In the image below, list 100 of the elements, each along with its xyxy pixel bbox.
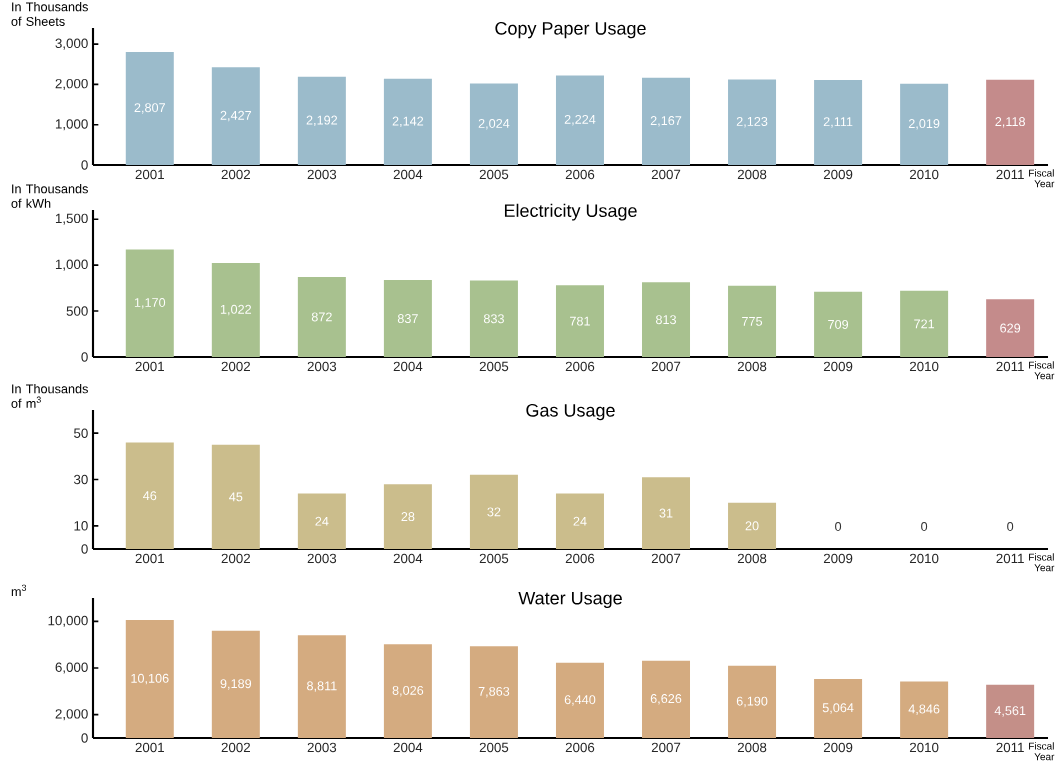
x-tick-label: 2010 [909,553,939,564]
data-label: 2,142 [392,116,424,128]
x-tick-label: 2001 [135,361,164,372]
bar [383,78,432,165]
x-tick-label: 2001 [135,553,164,564]
data-label: 2,167 [650,116,682,127]
bar [986,684,1035,738]
x-tick-label: 2010 [909,169,939,180]
data-label: 9,189 [220,679,252,690]
x-tick-label: 2003 [307,553,337,564]
y-axis-title: m$^{3}$ [11,584,27,596]
bar [469,474,518,549]
x-tick-label: 2006 [565,553,595,564]
x-tick-label: 2001 [135,742,164,753]
bar [642,77,691,165]
y-tick-label: 6,000 [55,662,88,674]
data-label: 2,427 [220,110,252,122]
x-tick-label: 2002 [221,361,250,372]
bar [900,83,949,165]
bar [469,646,518,738]
bar [555,75,604,165]
data-label: 4,561 [994,706,1026,717]
x-tick-label: 2005 [479,742,509,753]
data-label: 1,022 [220,304,252,316]
chart-title: Electricity Usage [504,203,637,221]
x-tick-label: 2002 [221,169,250,180]
x-tick-label: 2010 [909,742,939,753]
y-tick-label: 10,000 [48,615,88,627]
chart-title: Water Usage [518,591,622,609]
x-tick-label: 2007 [651,553,681,564]
y-tick-label: 50 [74,428,88,438]
y-tick-label: 0 [81,352,88,362]
bar [125,249,174,357]
bar [469,83,518,165]
x-tick-label: 2008 [737,169,767,180]
y-tick-label: 500 [66,306,88,316]
data-label: 0 [1007,521,1014,531]
data-label: 2,024 [478,118,510,130]
bar [297,276,346,357]
x-axis-title: Fiscal Year [1029,361,1055,380]
data-label: 28 [401,512,415,522]
bar [383,280,432,357]
y-tick-label: 2,000 [55,78,88,90]
data-label: 6,440 [564,695,596,706]
y-tick-label: 1,000 [55,259,88,271]
bar [555,285,604,357]
bar [814,79,863,165]
y-axis-title: In Thousands of kWh [11,183,88,208]
x-tick-label: 2008 [737,553,767,564]
y-tick-label: 1,500 [55,213,88,225]
data-label: 6,626 [650,694,682,705]
x-tick-label: 2009 [823,553,853,564]
x-tick-label: 2004 [393,742,423,753]
data-label: 24 [315,516,329,526]
bar [728,285,777,357]
x-axis-title: Fiscal Year [1029,553,1055,572]
data-label: 31 [659,508,673,518]
data-label: 46 [143,491,157,501]
x-tick-label: 2009 [823,169,853,180]
data-label: 2,192 [306,115,338,127]
data-label: 629 [1000,323,1021,333]
bar [211,630,260,738]
bar [125,442,174,549]
x-tick-label: 2006 [565,169,595,180]
data-label: 24 [573,516,587,526]
x-tick-label: 2011 [996,169,1024,180]
x-axis-title: Fiscal Year [1029,742,1055,761]
bar [297,76,346,165]
x-tick-label: 2004 [393,553,423,564]
bar [211,67,260,165]
y-tick-label: 3,000 [55,38,88,50]
x-tick-label: 2006 [565,361,595,372]
bar [900,681,949,738]
x-tick-label: 2005 [479,169,509,180]
x-tick-label: 2001 [135,169,164,180]
data-label: 0 [921,521,928,531]
y-tick-label: 0 [81,160,88,170]
x-tick-label: 2009 [823,742,853,753]
x-tick-label: 2008 [737,361,767,372]
data-label: 2,224 [564,114,596,126]
bar [642,660,691,738]
bar [728,665,777,738]
bar [297,635,346,738]
data-label: 781 [570,316,590,326]
bar [642,477,691,549]
data-label: 8,811 [307,681,337,692]
data-label: 20 [745,521,759,531]
y-axis-title: In Thousands of m$^{3}$ [11,383,88,408]
data-label: 1,170 [134,298,166,309]
data-label: 2,111 [823,117,853,128]
bar [469,280,518,357]
data-label: 2,807 [134,103,166,114]
x-tick-label: 2006 [565,742,595,753]
x-tick-label: 2009 [823,361,853,372]
y-tick-label: 10 [74,521,88,531]
data-label: 32 [487,507,501,517]
y-tick-label: 30 [73,474,88,485]
bar [986,79,1035,165]
data-label: 721 [914,319,935,329]
data-label: 2,123 [736,116,768,128]
